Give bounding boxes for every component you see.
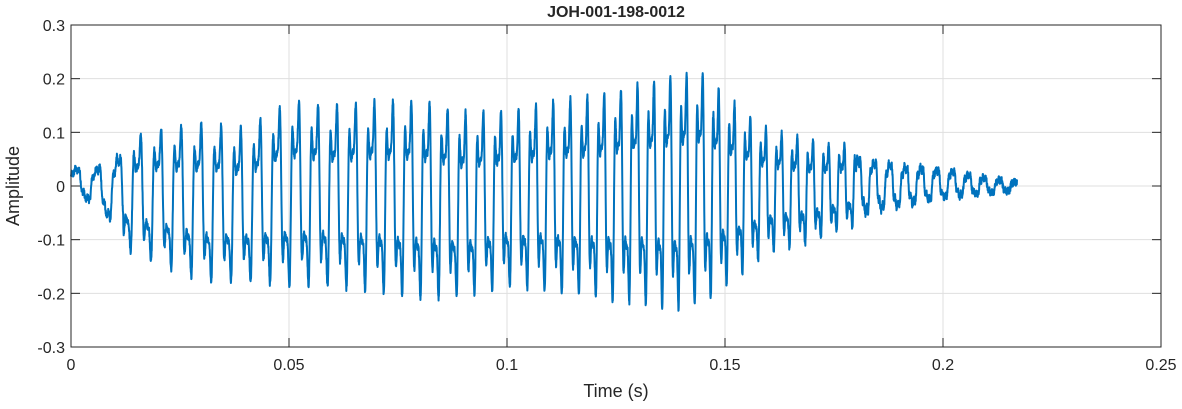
y-tick-label: 0.3 <box>43 18 65 35</box>
tick-labels: 0 0.05 0.1 0.15 0.2 0.25 -0.3 -0.2 -0.1 0 0.1 0.2 0.… <box>37 18 1176 374</box>
y-tick-label: -0.1 <box>37 233 65 250</box>
x-tick-label: 0.25 <box>1145 357 1176 374</box>
y-tick-label: -0.2 <box>37 286 65 303</box>
waveform-line <box>70 71 1019 312</box>
y-tick-label: 0.2 <box>43 72 65 89</box>
y-tick-label: 0 <box>56 179 65 196</box>
x-tick-label: 0 <box>67 357 76 374</box>
x-tick-label: 0.1 <box>496 357 518 374</box>
plot-frame <box>70 24 1162 348</box>
y-tick-label: -0.3 <box>37 340 65 357</box>
x-tick-label: 0.15 <box>709 357 740 374</box>
chart-title: JOH-001-198-0012 <box>547 4 685 21</box>
series-layer <box>70 71 1019 312</box>
grid <box>70 24 1162 348</box>
y-axis-label: Amplitude <box>3 146 23 226</box>
y-tick-label: 0.1 <box>43 125 65 142</box>
x-tick-label: 0.05 <box>273 357 304 374</box>
x-tick-label: 0.2 <box>932 357 954 374</box>
x-axis-label: Time (s) <box>583 381 648 401</box>
